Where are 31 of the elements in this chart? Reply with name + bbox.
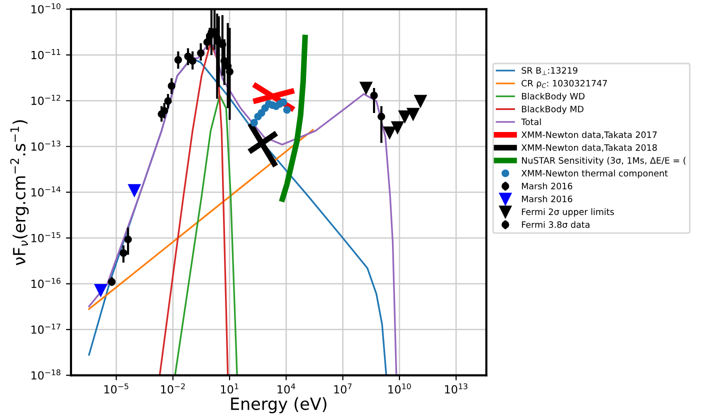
x-tick-label: 10$^{−5}$ bbox=[104, 383, 128, 394]
legend-label: XMM-Newton data,Takata 2018 bbox=[521, 144, 657, 152]
x-tick-label: 10$^{7}$ bbox=[334, 383, 352, 394]
x-tick-label: 10$^{13}$ bbox=[445, 383, 468, 394]
legend-label: Marsh 2016 bbox=[522, 182, 572, 190]
legend-label: XMM-Newton thermal component bbox=[521, 170, 668, 178]
y-tick-label: 10$^{−13}$ bbox=[32, 140, 60, 151]
y-tick-label: 10$^{−16}$ bbox=[32, 278, 60, 288]
x-tick-label: 10$^{1}$ bbox=[220, 383, 238, 394]
y-axis-title: νF$_{ν}$(erg.cm$^{−2}$.s$^{−1}$) bbox=[10, 120, 29, 266]
legend-label: BlackBody MD bbox=[522, 106, 584, 114]
legend-label: Total bbox=[521, 118, 541, 126]
x-tick-label: 10$^{4}$ bbox=[278, 383, 296, 394]
y-tick-label: 10$^{−14}$ bbox=[32, 186, 60, 197]
legend-label: BlackBody WD bbox=[522, 92, 585, 102]
legend-label: Fermi 3.8σ data bbox=[522, 221, 590, 228]
y-tick-label: 10$^{−10}$ bbox=[32, 3, 60, 14]
y-tick-label: 10$^{−12}$ bbox=[32, 94, 60, 105]
y-tick-label: 10$^{−17}$ bbox=[32, 324, 60, 334]
x-tick-label: 10$^{10}$ bbox=[388, 383, 411, 394]
y-tick-label: 10$^{−15}$ bbox=[32, 232, 60, 242]
legend-label: XMM-Newton data,Takata 2017 bbox=[521, 131, 657, 139]
legend-label: SR B$_{⊥}$:13219 bbox=[522, 67, 578, 76]
y-tick-label: 10$^{−11}$ bbox=[32, 49, 60, 60]
legend-label: Fermi 2σ upper limits bbox=[522, 208, 614, 217]
y-tick-label: 10$^{−18}$ bbox=[32, 369, 60, 380]
legend-label: Marsh 2016 bbox=[522, 195, 572, 202]
legend-label: NuSTAR Sensitivity (3σ, 1Ms, ΔE/E = ( bbox=[522, 156, 686, 166]
x-axis-title: Energy (eV) bbox=[231, 397, 326, 414]
legend-label: CR ρ$_{C}$: 1030321747 bbox=[522, 80, 607, 88]
x-tick-label: 10$^{−2}$ bbox=[161, 383, 185, 394]
